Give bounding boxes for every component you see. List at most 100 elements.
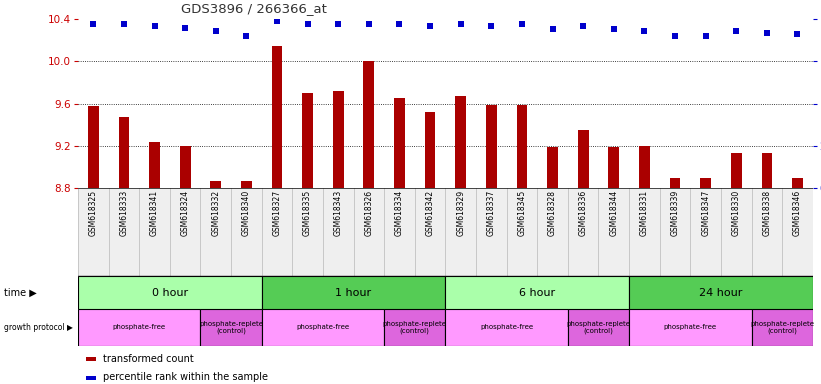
Bar bbox=[210, 181, 221, 384]
Text: GSM618345: GSM618345 bbox=[517, 190, 526, 236]
Bar bbox=[272, 46, 282, 384]
Bar bbox=[354, 188, 384, 276]
Text: 0 hour: 0 hour bbox=[152, 288, 188, 298]
Text: GSM618326: GSM618326 bbox=[365, 190, 374, 236]
Bar bbox=[262, 188, 292, 276]
Bar bbox=[364, 61, 374, 384]
Point bbox=[791, 31, 804, 38]
Text: phosphate-replete
(control): phosphate-replete (control) bbox=[566, 321, 631, 334]
Bar bbox=[629, 276, 813, 309]
Bar bbox=[599, 188, 629, 276]
Text: growth protocol ▶: growth protocol ▶ bbox=[4, 323, 73, 332]
Bar bbox=[118, 118, 129, 384]
Bar bbox=[670, 178, 681, 384]
Text: phosphate-replete
(control): phosphate-replete (control) bbox=[750, 321, 814, 334]
Bar bbox=[507, 188, 537, 276]
Point bbox=[301, 21, 314, 27]
Text: phosphate-free: phosphate-free bbox=[663, 324, 717, 330]
Text: GSM618340: GSM618340 bbox=[242, 190, 251, 236]
Text: GSM618329: GSM618329 bbox=[456, 190, 466, 236]
Bar bbox=[170, 188, 200, 276]
Text: phosphate-free: phosphate-free bbox=[480, 324, 533, 330]
Point bbox=[699, 33, 712, 39]
Bar bbox=[537, 188, 568, 276]
Bar bbox=[568, 188, 599, 276]
Text: GSM618346: GSM618346 bbox=[793, 190, 802, 236]
Text: GSM618344: GSM618344 bbox=[609, 190, 618, 236]
Bar bbox=[292, 188, 323, 276]
Text: GSM618324: GSM618324 bbox=[181, 190, 190, 236]
Text: phosphate-free: phosphate-free bbox=[296, 324, 350, 330]
Text: 6 hour: 6 hour bbox=[519, 288, 555, 298]
Text: percentile rank within the sample: percentile rank within the sample bbox=[103, 372, 268, 382]
Point bbox=[424, 23, 437, 29]
Bar bbox=[78, 188, 108, 276]
Point bbox=[454, 21, 467, 27]
Bar bbox=[568, 309, 629, 346]
Bar bbox=[149, 142, 160, 384]
Text: GSM618338: GSM618338 bbox=[763, 190, 772, 236]
Text: GSM618341: GSM618341 bbox=[150, 190, 159, 236]
Bar bbox=[384, 188, 415, 276]
Point bbox=[117, 21, 131, 27]
Bar bbox=[424, 112, 435, 384]
Bar bbox=[200, 188, 231, 276]
Point bbox=[760, 30, 773, 36]
Text: phosphate-replete
(control): phosphate-replete (control) bbox=[383, 321, 447, 334]
Bar bbox=[302, 93, 313, 384]
Point bbox=[516, 21, 529, 27]
Text: GSM618335: GSM618335 bbox=[303, 190, 312, 236]
Text: 24 hour: 24 hour bbox=[699, 288, 743, 298]
Bar bbox=[486, 105, 497, 384]
Bar bbox=[639, 146, 649, 384]
Bar bbox=[751, 309, 813, 346]
Bar bbox=[231, 188, 262, 276]
Bar bbox=[578, 130, 589, 384]
Text: GSM618333: GSM618333 bbox=[119, 190, 128, 236]
Bar bbox=[660, 188, 690, 276]
Bar bbox=[241, 181, 252, 384]
Text: GSM618331: GSM618331 bbox=[640, 190, 649, 236]
Bar bbox=[200, 309, 262, 346]
Bar bbox=[384, 309, 445, 346]
Point bbox=[270, 18, 283, 24]
Text: time ▶: time ▶ bbox=[4, 288, 37, 298]
Bar bbox=[323, 188, 354, 276]
Bar bbox=[415, 188, 446, 276]
Point bbox=[362, 21, 375, 27]
Text: GSM618334: GSM618334 bbox=[395, 190, 404, 236]
Bar bbox=[88, 106, 99, 384]
Bar bbox=[547, 147, 558, 384]
Bar bbox=[762, 153, 773, 384]
Bar bbox=[445, 276, 629, 309]
Point bbox=[148, 23, 161, 29]
Bar bbox=[456, 96, 466, 384]
Text: phosphate-replete
(control): phosphate-replete (control) bbox=[199, 321, 263, 334]
Bar bbox=[629, 188, 660, 276]
Bar bbox=[792, 178, 803, 384]
Bar bbox=[629, 309, 751, 346]
Text: GSM618336: GSM618336 bbox=[579, 190, 588, 236]
Text: GSM618337: GSM618337 bbox=[487, 190, 496, 236]
Point bbox=[668, 33, 681, 39]
Text: GSM618330: GSM618330 bbox=[732, 190, 741, 236]
Bar bbox=[445, 188, 476, 276]
Point bbox=[179, 25, 192, 31]
Bar bbox=[78, 309, 200, 346]
Bar bbox=[476, 188, 507, 276]
Bar bbox=[782, 188, 813, 276]
Point bbox=[638, 28, 651, 34]
Bar bbox=[108, 188, 140, 276]
Bar bbox=[78, 276, 262, 309]
Text: GSM618342: GSM618342 bbox=[425, 190, 434, 236]
Point bbox=[87, 21, 100, 27]
Text: GSM618325: GSM618325 bbox=[89, 190, 98, 236]
Text: phosphate-free: phosphate-free bbox=[112, 324, 166, 330]
Point bbox=[484, 23, 498, 29]
Text: GDS3896 / 266366_at: GDS3896 / 266366_at bbox=[181, 2, 327, 15]
Bar bbox=[445, 309, 568, 346]
Bar bbox=[180, 146, 190, 384]
Bar bbox=[731, 153, 741, 384]
Bar bbox=[721, 188, 751, 276]
Bar bbox=[700, 178, 711, 384]
